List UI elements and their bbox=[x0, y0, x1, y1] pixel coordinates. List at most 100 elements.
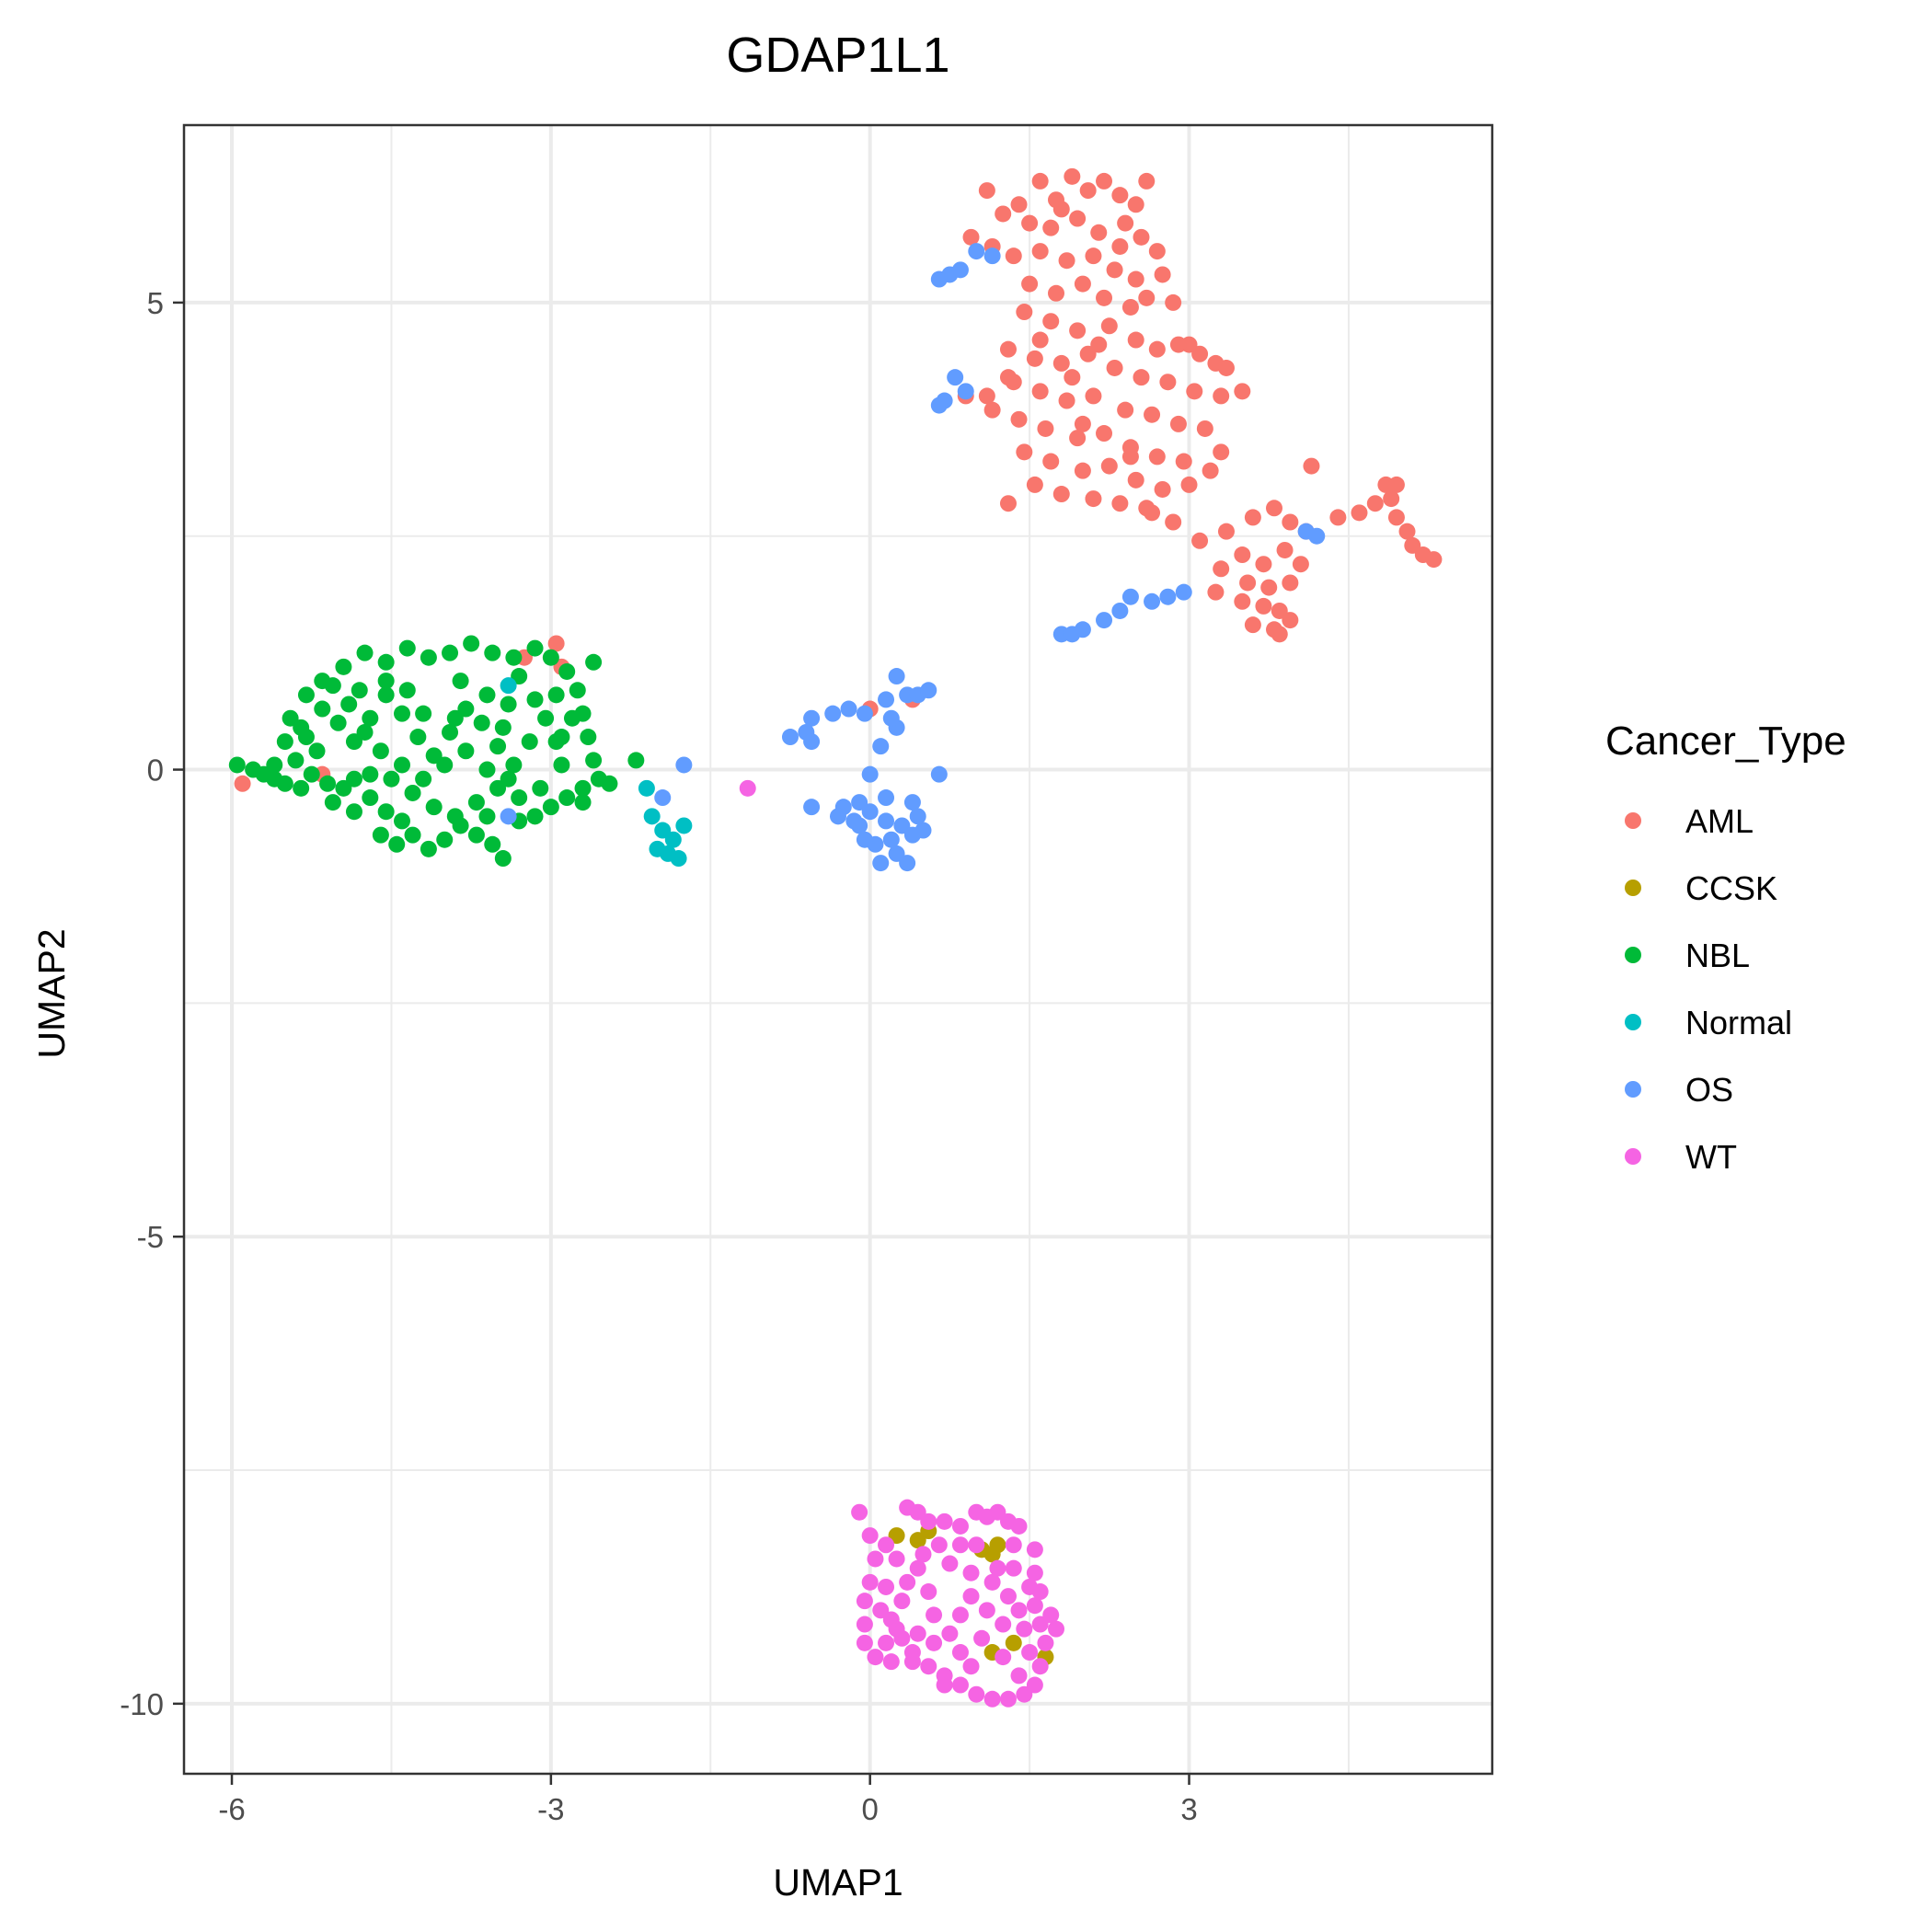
point-nbl bbox=[340, 696, 358, 713]
point-aml bbox=[1387, 476, 1405, 493]
point-nbl bbox=[362, 709, 379, 727]
point-wt bbox=[968, 1685, 985, 1703]
point-nbl bbox=[293, 719, 310, 736]
point-aml bbox=[1117, 214, 1134, 232]
point-nbl bbox=[558, 662, 576, 680]
legend-label-nbl: NBL bbox=[1685, 937, 1750, 974]
point-nbl bbox=[585, 653, 603, 671]
x-tick-label: 3 bbox=[1180, 1792, 1197, 1826]
point-aml bbox=[1255, 597, 1272, 615]
point-aml bbox=[1244, 509, 1261, 526]
point-aml bbox=[1096, 172, 1113, 190]
point-wt bbox=[999, 1690, 1017, 1708]
point-wt bbox=[1048, 1620, 1064, 1638]
point-aml bbox=[1100, 457, 1118, 475]
point-nbl bbox=[303, 765, 320, 783]
point-nbl bbox=[494, 850, 512, 868]
point-wt bbox=[851, 1503, 868, 1521]
point-nbl bbox=[542, 649, 559, 666]
point-os bbox=[803, 733, 821, 751]
point-os bbox=[845, 812, 863, 830]
point-os bbox=[872, 738, 890, 755]
point-nbl bbox=[335, 779, 352, 797]
point-nbl bbox=[372, 742, 389, 760]
point-aml bbox=[1404, 536, 1421, 554]
point-wt bbox=[1010, 1517, 1028, 1535]
legend-label-ccsk: CCSK bbox=[1685, 869, 1777, 907]
point-wt bbox=[951, 1517, 969, 1535]
point-aml bbox=[1239, 574, 1257, 592]
point-nbl bbox=[420, 649, 437, 666]
point-nbl bbox=[228, 756, 246, 774]
point-wt bbox=[941, 1625, 959, 1642]
point-aml bbox=[1202, 462, 1219, 479]
point-nbl bbox=[356, 644, 374, 661]
point-nbl bbox=[467, 826, 485, 844]
legend-key-normal bbox=[1625, 1014, 1641, 1030]
y-tick-label: 5 bbox=[147, 286, 164, 320]
point-nbl bbox=[489, 779, 507, 797]
point-nbl bbox=[356, 723, 374, 741]
point-nbl bbox=[558, 789, 576, 807]
point-normal bbox=[654, 822, 672, 839]
point-normal bbox=[500, 677, 517, 695]
point-nbl bbox=[420, 840, 437, 857]
point-nbl bbox=[287, 752, 305, 769]
point-os bbox=[882, 709, 900, 727]
y-tick-label: 0 bbox=[147, 753, 164, 788]
point-nbl bbox=[526, 691, 544, 708]
point-wt bbox=[893, 1593, 911, 1610]
point-nbl bbox=[585, 752, 603, 769]
point-wt bbox=[920, 1658, 937, 1675]
point-os bbox=[1121, 588, 1139, 605]
point-os bbox=[957, 383, 974, 400]
point-wt bbox=[1026, 1676, 1043, 1694]
point-nbl bbox=[553, 729, 570, 746]
point-aml bbox=[1175, 453, 1192, 470]
point-aml bbox=[1121, 298, 1139, 316]
point-wt bbox=[878, 1578, 895, 1595]
point-aml bbox=[1165, 293, 1182, 311]
point-os bbox=[878, 789, 895, 807]
point-os bbox=[947, 369, 964, 386]
point-aml bbox=[1037, 420, 1054, 437]
point-nbl bbox=[398, 682, 416, 699]
point-wt bbox=[1026, 1597, 1043, 1615]
point-aml bbox=[1186, 383, 1203, 400]
point-aml bbox=[1085, 247, 1102, 265]
point-aml bbox=[1127, 270, 1144, 288]
point-nbl bbox=[526, 639, 544, 657]
point-nbl bbox=[532, 779, 549, 797]
legend-title: Cancer_Type bbox=[1605, 719, 1846, 764]
point-os bbox=[903, 794, 921, 811]
point-wt bbox=[995, 1616, 1012, 1633]
point-nbl bbox=[404, 826, 421, 844]
point-nbl bbox=[442, 723, 459, 741]
point-os bbox=[893, 817, 911, 834]
point-wt bbox=[1031, 1616, 1049, 1633]
point-os bbox=[951, 261, 969, 279]
point-wt bbox=[899, 1573, 916, 1591]
point-wt bbox=[909, 1503, 926, 1521]
point-nbl bbox=[377, 686, 395, 704]
legend-key-os bbox=[1625, 1081, 1641, 1098]
point-aml bbox=[1048, 284, 1064, 302]
point-nbl bbox=[388, 835, 406, 853]
point-nbl bbox=[627, 752, 645, 769]
point-nbl bbox=[345, 803, 362, 821]
point-nbl bbox=[297, 686, 315, 704]
point-aml bbox=[1276, 541, 1294, 558]
point-nbl bbox=[276, 775, 293, 792]
point-nbl bbox=[377, 673, 395, 690]
axis-ticks: -6 -3 0 3 5 0 -5 -10 bbox=[120, 286, 1197, 1826]
point-aml bbox=[1351, 504, 1368, 522]
point-nbl bbox=[425, 747, 443, 765]
point-ccsk bbox=[909, 1532, 926, 1549]
point-wt bbox=[930, 1536, 948, 1554]
point-aml bbox=[1387, 509, 1405, 526]
point-nbl bbox=[511, 668, 528, 685]
point-os bbox=[851, 794, 868, 811]
point-os bbox=[861, 765, 879, 783]
point-aml bbox=[1031, 172, 1049, 190]
point-aml bbox=[983, 401, 1001, 419]
